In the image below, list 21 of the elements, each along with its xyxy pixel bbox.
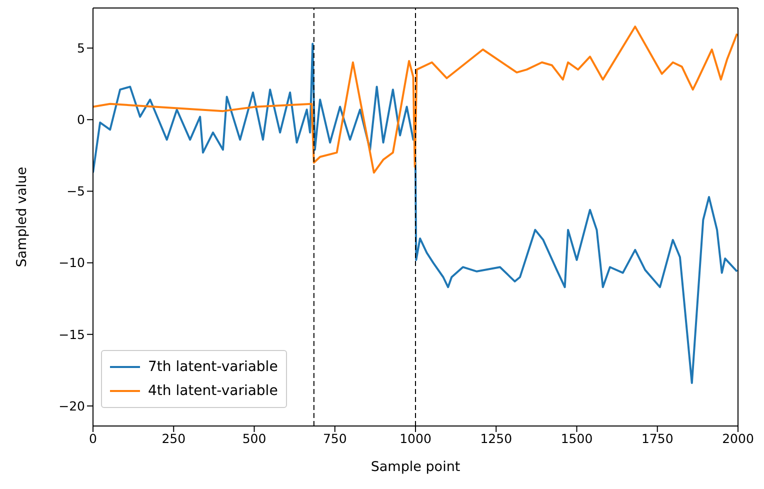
x-tick-label: 1750 <box>641 430 674 446</box>
x-axis-title: Sample point <box>370 459 460 475</box>
y-tick-label: 0 <box>77 112 86 128</box>
x-tick-label: 750 <box>322 430 347 446</box>
y-tick-label: 5 <box>77 40 85 56</box>
x-tick-label: 0 <box>89 430 98 446</box>
x-tick-label: 2000 <box>722 430 754 446</box>
x-tick-label: 1500 <box>560 430 593 446</box>
y-tick-label: −20 <box>58 398 86 414</box>
line-series <box>93 42 738 384</box>
x-tick-label: 1000 <box>400 430 432 446</box>
x-tick-label: 500 <box>242 430 266 446</box>
legend-label: 7th latent-variable <box>148 359 278 375</box>
x-tick-label: 250 <box>162 430 186 446</box>
y-axis-title: Sampled value <box>14 166 30 268</box>
legend-label: 4th latent-variable <box>148 383 278 399</box>
line-series <box>93 26 738 174</box>
x-tick-label: 1250 <box>480 430 512 446</box>
y-tick-label: −10 <box>58 255 86 270</box>
y-tick-label: −15 <box>58 326 85 342</box>
y-tick-label: −5 <box>66 184 85 199</box>
